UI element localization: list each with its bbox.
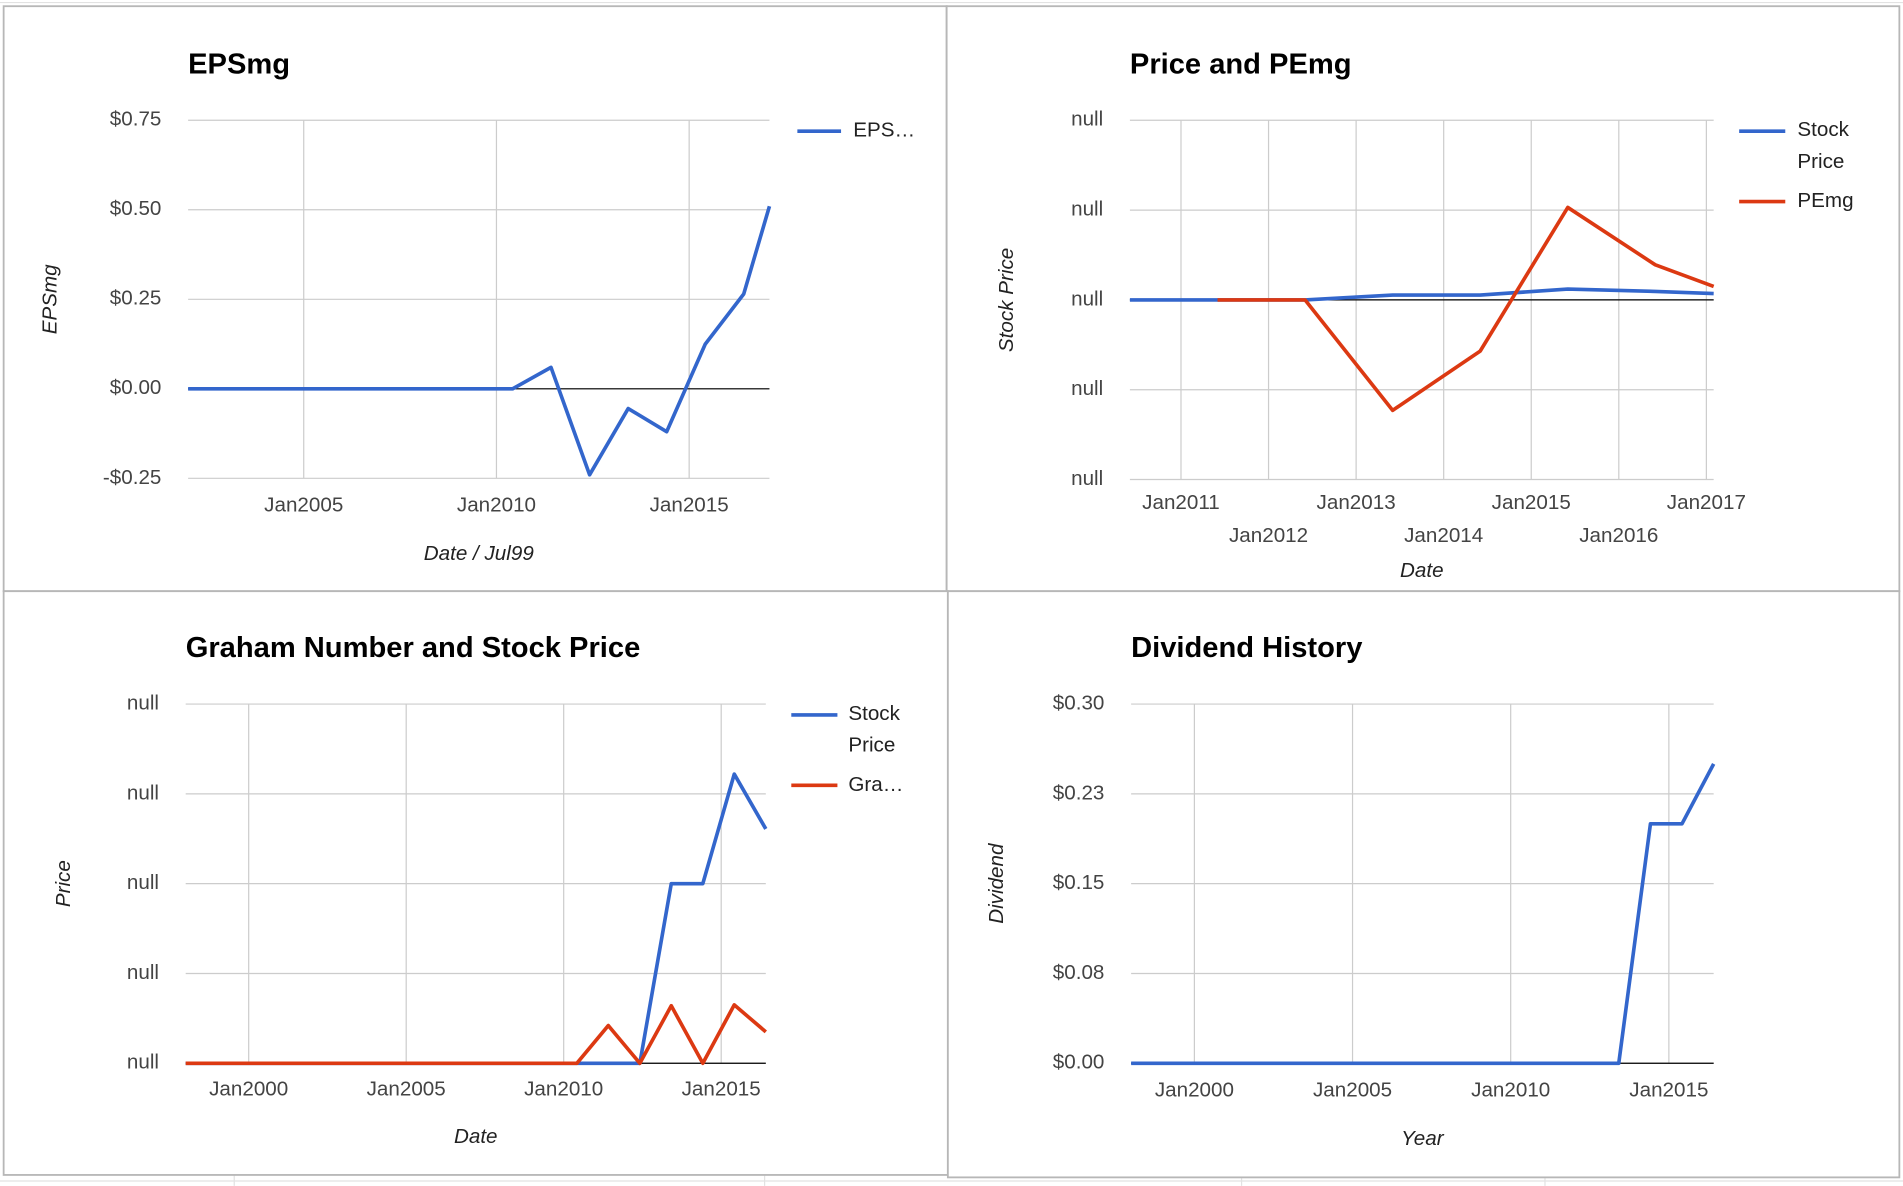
x-tick-label: Jan2005 — [367, 1077, 446, 1100]
x-tick-label: Jan2015 — [650, 494, 729, 517]
chart-title: Price and PEmg — [1130, 48, 1352, 80]
y-tick-label: $0.15 — [1053, 871, 1105, 894]
x-tick-label: Jan2016 — [1579, 524, 1658, 547]
y-tick-label: null — [1071, 108, 1103, 131]
y-tick-label: $0.75 — [110, 108, 162, 131]
y-axis-title: Stock Price — [995, 248, 1018, 352]
x-axis-title: Date — [454, 1125, 498, 1148]
chart-title: Dividend History — [1131, 632, 1363, 664]
legend-label: Stock Price — [848, 702, 900, 757]
y-tick-label: $0.08 — [1053, 961, 1105, 984]
chart-title: Graham Number and Stock Price — [186, 632, 641, 664]
series-line — [188, 205, 772, 477]
legend-label: Gra… — [848, 773, 903, 796]
series-line — [1131, 763, 1716, 1066]
y-tick-label: -$0.25 — [103, 466, 161, 489]
x-tick-label: Jan2015 — [682, 1077, 761, 1100]
series-line — [1217, 205, 1715, 413]
y-axis-title: EPSmg — [38, 264, 61, 334]
x-tick-label: Jan2000 — [1155, 1079, 1234, 1102]
legend-label: PEmg — [1797, 189, 1853, 212]
x-tick-label: Jan2005 — [264, 494, 343, 517]
y-tick-label: null — [1071, 467, 1103, 490]
chart-panel — [945, 5, 1901, 593]
y-tick-label: $0.50 — [110, 197, 162, 220]
x-tick-label: Jan2015 — [1492, 491, 1571, 514]
x-tick-label: Jan2000 — [209, 1077, 288, 1100]
x-tick-label: Jan2011 — [1142, 491, 1220, 514]
y-tick-label: $0.00 — [110, 376, 162, 399]
x-tick-label: Jan2012 — [1229, 524, 1308, 547]
y-tick-label: $0.30 — [1053, 692, 1105, 715]
y-tick-label: null — [127, 781, 159, 804]
x-tick-label: Jan2010 — [1471, 1079, 1550, 1102]
x-axis-title: Date / Jul99 — [424, 542, 535, 565]
x-tick-label: Jan2017 — [1667, 491, 1746, 514]
y-tick-label: $0.25 — [110, 287, 162, 310]
chart-title: EPSmg — [188, 48, 290, 80]
x-tick-label: Jan2013 — [1317, 491, 1396, 514]
y-tick-label: $0.23 — [1053, 781, 1105, 804]
x-tick-label: Jan2005 — [1313, 1079, 1392, 1102]
y-axis-title: Dividend — [985, 842, 1008, 924]
legend-label: EPS… — [853, 119, 915, 142]
series-line — [185, 1003, 767, 1066]
x-axis-title: Date — [1400, 559, 1444, 582]
x-tick-label: Jan2014 — [1404, 524, 1483, 547]
legend-label: Stock Price — [1797, 119, 1849, 174]
y-tick-label: null — [127, 692, 159, 715]
y-tick-label: $0.00 — [1053, 1051, 1105, 1074]
y-tick-label: null — [127, 871, 159, 894]
y-tick-label: null — [1071, 287, 1103, 310]
y-tick-label: null — [1071, 377, 1103, 400]
x-tick-label: Jan2010 — [457, 494, 536, 517]
y-tick-label: null — [1071, 198, 1103, 221]
series-line — [185, 772, 768, 1066]
x-axis-title: Year — [1401, 1127, 1445, 1150]
x-tick-label: Jan2015 — [1629, 1079, 1708, 1102]
y-tick-label: null — [127, 1051, 159, 1074]
x-tick-label: Jan2010 — [524, 1077, 603, 1100]
y-tick-label: null — [127, 961, 159, 984]
y-axis-title: Price — [52, 860, 75, 907]
